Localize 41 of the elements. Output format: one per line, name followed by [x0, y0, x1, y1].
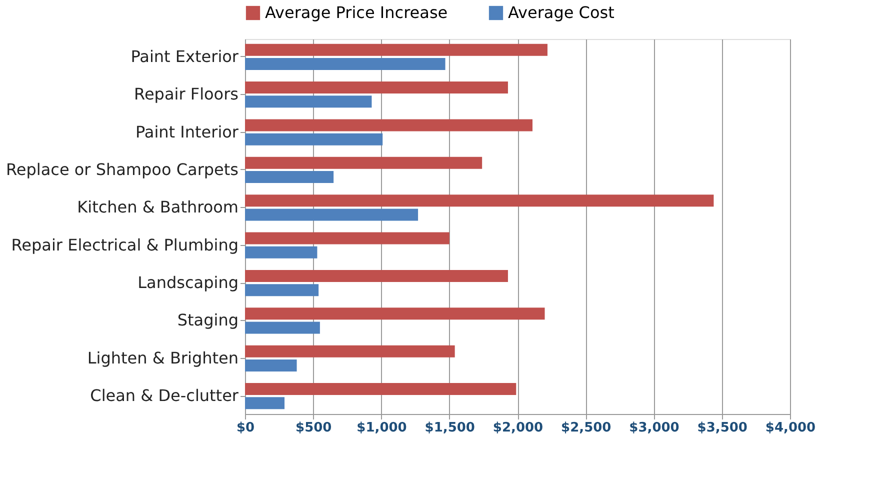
- bar: [245, 397, 285, 410]
- bar: [245, 58, 446, 70]
- legend-label: Average Cost: [508, 3, 614, 22]
- y-tick-label: Kitchen & Bathroom: [77, 198, 238, 217]
- x-tick-label: $3,500: [697, 420, 748, 436]
- x-tick-label: $4,000: [765, 420, 816, 436]
- y-tick-label: Repair Floors: [134, 84, 238, 104]
- y-tick-label: Landscaping: [138, 273, 238, 292]
- x-tick-label: $0: [236, 420, 255, 436]
- y-tick-label: Repair Electrical & Plumbing: [11, 235, 238, 254]
- bar: [245, 246, 318, 258]
- bar: [245, 308, 545, 320]
- bar: [245, 208, 418, 221]
- bar: [245, 359, 297, 372]
- bar: [245, 133, 383, 146]
- bar: [245, 82, 508, 94]
- y-tick-label: Lighten & Brighten: [87, 348, 238, 368]
- bar: [245, 232, 450, 244]
- bar: [245, 156, 482, 169]
- x-tick-label: $500: [296, 420, 332, 436]
- bar: [245, 96, 372, 108]
- x-tick-label: $1,000: [356, 420, 407, 436]
- y-tick-label: Paint Interior: [135, 122, 239, 142]
- y-tick-label: Paint Exterior: [130, 46, 239, 66]
- y-tick-label: Clean & De-clutter: [90, 386, 239, 406]
- bar: [245, 322, 320, 334]
- y-tick-label: Staging: [177, 310, 238, 330]
- bar: [245, 270, 508, 282]
- bar: [245, 44, 548, 56]
- bar: [245, 345, 455, 358]
- x-tick-label: $3,000: [629, 420, 680, 436]
- bar: [245, 284, 319, 296]
- legend-label: Average Price Increase: [265, 3, 448, 22]
- y-tick-label: Replace or Shampoo Carpets: [6, 160, 238, 179]
- x-tick-label: $1,500: [424, 420, 475, 436]
- x-tick-label: $2,500: [561, 420, 612, 436]
- bar: [245, 194, 714, 207]
- bar: [245, 119, 532, 132]
- bar: [245, 383, 516, 396]
- bar: [245, 171, 334, 184]
- x-tick-label: $2,000: [492, 420, 544, 436]
